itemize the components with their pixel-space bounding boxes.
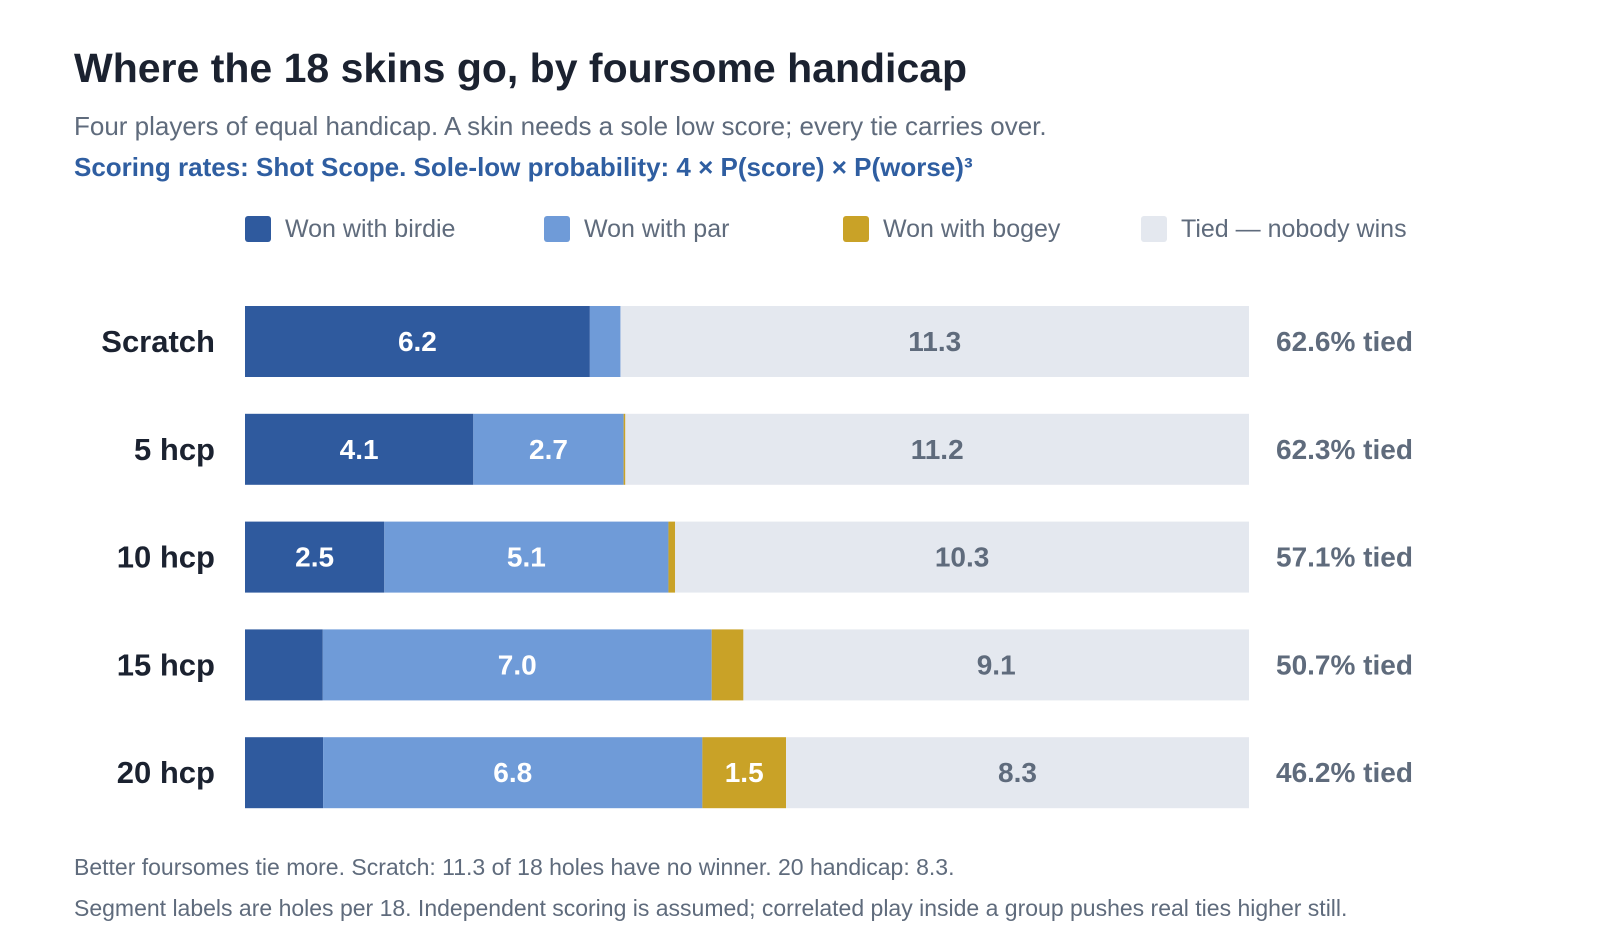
legend-swatch — [1141, 216, 1167, 242]
segment-value-label: 6.2 — [398, 326, 437, 357]
bar-segment-1 — [473, 413, 624, 485]
bar-segment-2 — [623, 413, 626, 485]
footnote-ties: Better foursomes tie more. Scratch: 11.3… — [74, 854, 955, 880]
legend-item-2: Won with bogey — [843, 212, 1060, 246]
footnote-assumptions: Segment labels are holes per 18. Indepen… — [74, 895, 1348, 921]
bar-segment-3 — [620, 306, 1249, 377]
tied-percent-label: 62.3% tied — [1276, 434, 1413, 465]
bar-segment-1 — [322, 629, 712, 701]
tied-percent-label: 62.6% tied — [1276, 326, 1413, 357]
bar-segment-3 — [743, 629, 1249, 701]
segment-value-label: 8.3 — [998, 757, 1037, 788]
segment-value-label: 5.1 — [507, 542, 546, 573]
category-label: 5 hcp — [134, 432, 215, 467]
bar-segment-0 — [245, 737, 324, 809]
segment-value-label: 11.2 — [911, 434, 964, 465]
legend-swatch — [245, 216, 271, 242]
category-label: Scratch — [101, 324, 215, 359]
legend-item-3: Tied — nobody wins — [1141, 212, 1407, 246]
segment-value-label: 4.1 — [340, 434, 379, 465]
bar-segment-3 — [625, 413, 1249, 485]
chart-source-note: Scoring rates: Shot Scope. Sole-low prob… — [74, 152, 973, 182]
category-label: 15 hcp — [117, 647, 215, 682]
legend-label: Tied — nobody wins — [1181, 214, 1407, 243]
bar-segment-1 — [384, 521, 669, 593]
bar-segment-2 — [711, 629, 744, 701]
segment-value-label: 2.7 — [529, 434, 568, 465]
bar-segment-0 — [245, 413, 474, 485]
segment-value-label: 11.3 — [908, 326, 961, 357]
tied-percent-label: 46.2% tied — [1276, 757, 1413, 788]
legend-item-0: Won with birdie — [245, 212, 455, 246]
bar-segment-0 — [245, 521, 385, 593]
chart-subtitle: Four players of equal handicap. A skin n… — [74, 111, 1047, 141]
segment-value-label: 2.5 — [295, 542, 334, 573]
bar-segment-3 — [675, 521, 1249, 593]
category-label: 10 hcp — [117, 540, 215, 575]
chart-legend: Won with birdie Won with par Won with boge… — [245, 212, 1465, 246]
bar-segment-1 — [323, 737, 703, 809]
segment-value-label: 1.5 — [725, 757, 764, 788]
bar-segment-1 — [589, 306, 621, 377]
bar-segment-0 — [245, 306, 590, 377]
legend-label: Won with birdie — [285, 214, 456, 243]
legend-swatch — [843, 216, 869, 242]
bar-segment-2 — [668, 521, 676, 593]
bar-segment-0 — [245, 629, 323, 701]
tied-percent-label: 50.7% tied — [1276, 649, 1413, 680]
segment-value-label: 6.8 — [493, 757, 532, 788]
segment-value-label: 9.1 — [977, 649, 1016, 680]
legend-swatch — [544, 216, 570, 242]
category-label: 20 hcp — [117, 755, 215, 790]
bar-segment-3 — [786, 737, 1249, 809]
chart-title: Where the 18 skins go, by foursome handi… — [74, 45, 968, 91]
tied-percent-label: 57.1% tied — [1276, 542, 1413, 573]
segment-value-label: 7.0 — [498, 649, 537, 680]
segment-value-label: 10.3 — [935, 542, 990, 573]
bar-segment-2 — [702, 737, 787, 809]
legend-label: Won with par — [584, 214, 730, 243]
legend-item-1: Won with par — [544, 212, 729, 246]
legend-label: Won with bogey — [883, 214, 1061, 243]
